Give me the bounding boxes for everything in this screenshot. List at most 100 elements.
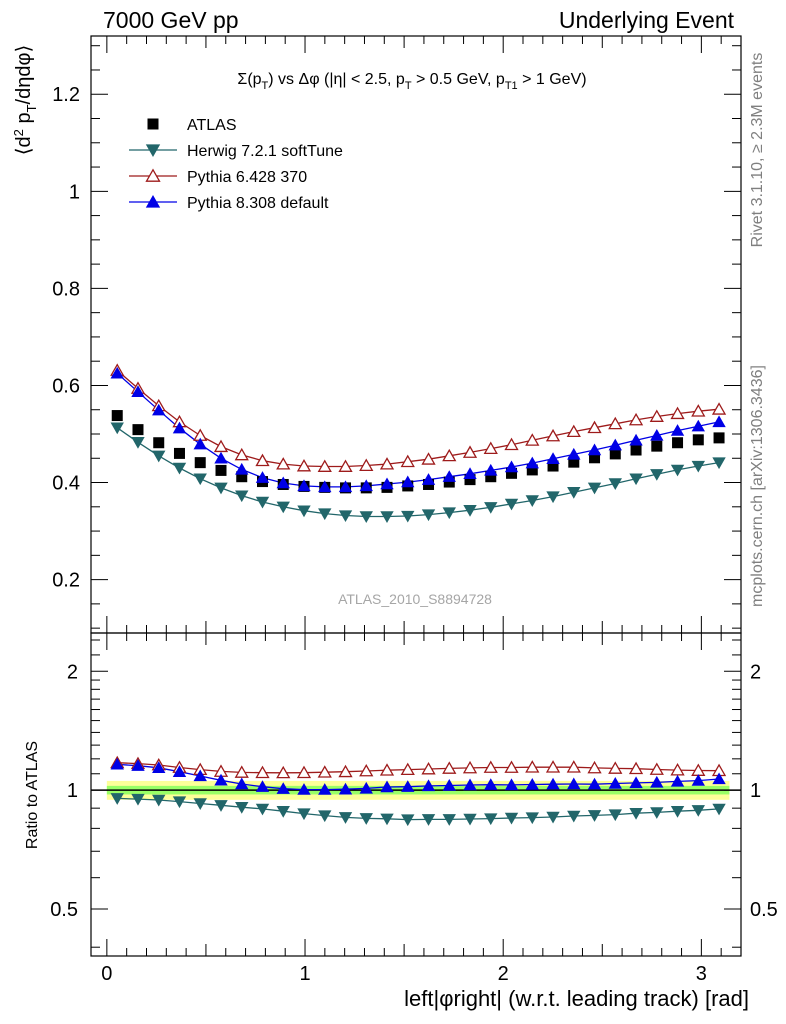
data-point-series-1	[504, 498, 519, 511]
data-point-series-1	[110, 422, 124, 435]
data-point-series-3	[691, 419, 705, 432]
ratio-point-series-2	[463, 778, 477, 791]
header-left: 7000 GeV pp	[103, 7, 239, 33]
ratio-point-series-1	[462, 760, 478, 774]
ratio-point-series-0	[235, 802, 249, 814]
legend-label-2: Pythia 6.428 370	[187, 169, 307, 186]
ratio-point-series-0	[380, 813, 394, 826]
ratio-point-series-1	[525, 760, 540, 773]
data-point-series-3	[504, 460, 519, 473]
data-point-series-1	[193, 473, 207, 486]
ratio-point-series-1	[608, 761, 623, 774]
ratio-y-axis-label: Ratio to ATLAS	[24, 741, 41, 849]
data-point-series-1	[152, 450, 166, 463]
x-tick-label: 3	[696, 963, 707, 985]
legend-label-1: Herwig 7.2.1 softTune	[187, 143, 343, 160]
data-point-series-1	[172, 462, 187, 475]
ratio-point-series-2	[193, 769, 207, 782]
ratio-point-series-0	[297, 808, 311, 821]
ratio-point-series-1	[276, 765, 291, 779]
data-point-series-1	[338, 510, 353, 523]
main-data-marks	[110, 363, 727, 524]
ratio-panel: 0.5 0.5 1 1 2 2 0 1 2 3 Ratio to ATLAS left|φrigh…	[24, 632, 778, 1011]
ratio-point-series-0	[525, 812, 539, 825]
ratio-point-series-2	[255, 780, 270, 792]
ratio-point-series-1	[670, 763, 685, 776]
title-cut2: > 1 GeV)	[518, 71, 587, 88]
data-point-series-0	[630, 444, 642, 456]
ratio-point-series-1	[566, 760, 581, 773]
ratio-y-tick-label: 0.5	[50, 899, 78, 921]
header-right: Underlying Event	[559, 7, 735, 33]
title-sub-t2: T	[405, 80, 412, 92]
ratio-y-tick-label: 2	[67, 661, 78, 683]
main-y-axis-label: ⟨d2 pT/dηdφ⟩	[11, 45, 39, 156]
data-point-series-1	[255, 496, 270, 509]
data-point-series-3	[235, 462, 249, 475]
ratio-point-series-1	[504, 760, 519, 773]
ratio-point-series-0	[318, 810, 332, 823]
data-point-series-3	[463, 467, 477, 480]
ratio-point-series-1	[545, 760, 561, 773]
ratio-point-series-0	[463, 813, 477, 826]
data-point-series-3	[131, 385, 145, 397]
ratio-point-series-2	[297, 783, 311, 795]
ratio-point-series-2	[504, 778, 519, 791]
ratio-point-series-2	[359, 781, 373, 794]
data-point-series-2	[400, 454, 415, 468]
ratio-point-series-2	[276, 782, 290, 794]
data-point-series-3	[546, 452, 560, 464]
data-point-series-0	[464, 474, 476, 486]
ratio-point-series-0	[401, 814, 415, 827]
ratio-point-series-0	[276, 806, 290, 818]
data-point-series-1	[608, 478, 622, 491]
ratio-point-series-1	[317, 765, 332, 778]
x-tick-label: 1	[299, 963, 310, 985]
title-sub-t1: T1	[505, 80, 518, 92]
ratio-point-series-0	[587, 810, 602, 822]
ratio-point-series-0	[629, 807, 643, 820]
ratio-point-series-2	[567, 777, 581, 790]
data-point-series-1	[421, 509, 436, 522]
data-point-series-1	[587, 482, 602, 495]
main-y-tick-label: 0.2	[52, 570, 80, 592]
ratio-point-series-0	[608, 809, 622, 822]
ratio-point-series-2	[608, 777, 622, 789]
ratio-point-series-1	[628, 761, 644, 775]
ratio-point-series-0	[442, 814, 456, 826]
data-point-series-3	[587, 443, 602, 456]
main-panel: Σ(pT) vs Δφ (|η| < 2.5, pT > 0.5 GeV, pT…	[11, 35, 742, 956]
data-point-series-0	[485, 471, 497, 483]
data-point-series-2	[525, 433, 540, 446]
data-point-series-1	[650, 469, 664, 481]
data-point-series-3	[401, 475, 415, 488]
data-point-series-0	[173, 447, 185, 459]
title-sigma: Σ(p	[237, 71, 261, 88]
data-point-series-0	[672, 437, 684, 449]
data-point-series-2	[608, 416, 623, 430]
data-point-series-2	[691, 404, 706, 417]
x-tick-label: 0	[101, 963, 112, 985]
ratio-point-series-2	[152, 761, 166, 773]
data-point-series-2	[213, 439, 229, 453]
ratio-point-series-2	[587, 777, 602, 790]
ratio-point-series-2	[691, 774, 705, 786]
ratio-point-series-2	[442, 779, 456, 791]
main-y-tick-label: 1.2	[52, 84, 80, 106]
ratio-point-series-2	[670, 774, 685, 787]
data-point-series-1	[629, 473, 643, 486]
ratio-point-series-0	[110, 793, 124, 805]
data-point-series-1	[380, 511, 394, 524]
ratio-point-series-1	[649, 762, 664, 775]
data-point-series-2	[338, 459, 353, 472]
data-point-series-0	[153, 437, 165, 449]
main-y-tick-label: 0.6	[52, 375, 80, 397]
data-point-series-3	[318, 480, 332, 493]
ratio-point-series-2	[110, 757, 124, 770]
data-point-series-2	[276, 457, 291, 470]
ratio-point-series-0	[421, 814, 436, 826]
title-sub-t: T	[262, 80, 269, 92]
data-point-series-2	[587, 420, 602, 434]
ratio-point-series-0	[338, 812, 353, 824]
data-point-series-1	[401, 510, 415, 523]
